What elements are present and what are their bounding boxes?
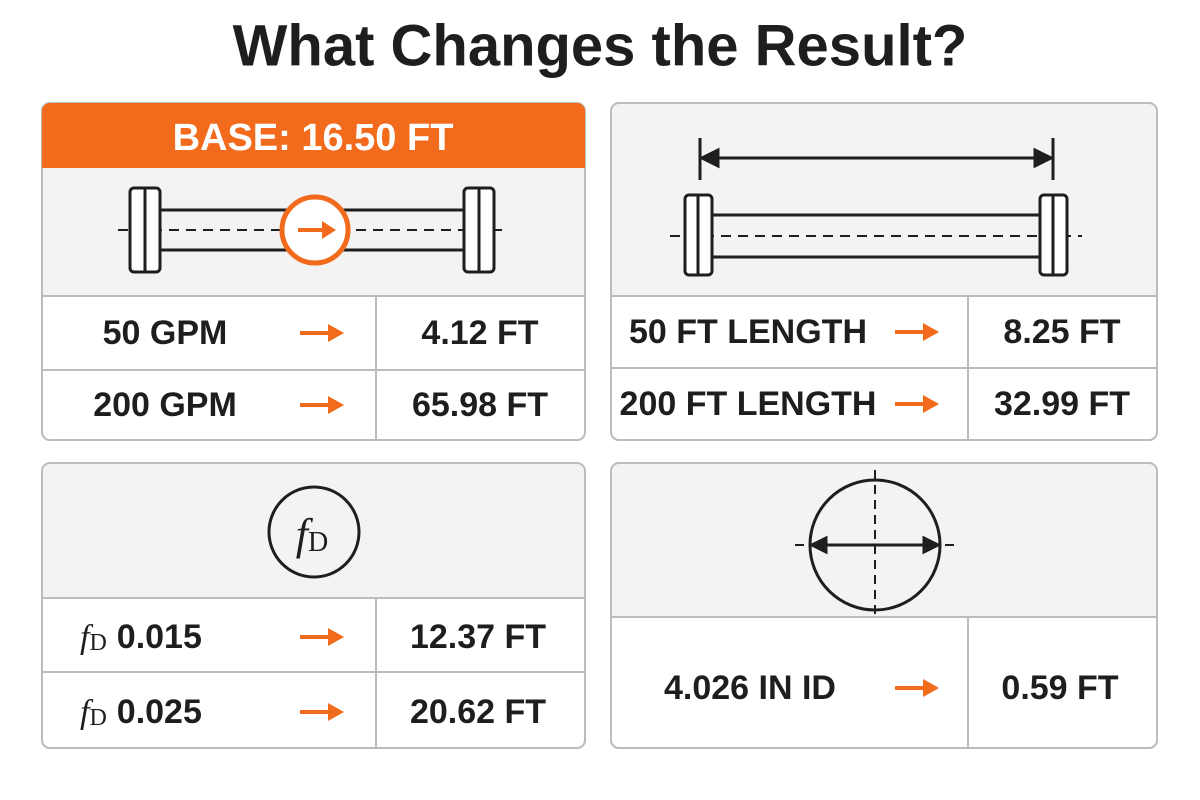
- arrow-head: [923, 323, 939, 341]
- row-result: 32.99 FT: [994, 385, 1130, 423]
- arrow-head: [328, 628, 344, 646]
- row-label: fD 0.025: [80, 693, 202, 731]
- row-label: 200 GPM: [93, 386, 237, 424]
- arrow: [300, 628, 344, 646]
- arrow-head: [328, 396, 344, 414]
- arrow: [895, 323, 939, 341]
- row-result: 0.59 FT: [1001, 669, 1118, 707]
- arrow-head: [923, 395, 939, 413]
- row-label: 50 GPM: [103, 314, 228, 352]
- row-result: 4.12 FT: [421, 314, 538, 352]
- row-label: 4.026 IN ID: [664, 669, 836, 707]
- subscript: D: [89, 630, 106, 656]
- row-result: 12.37 FT: [410, 618, 546, 656]
- row-value: 0.015: [117, 618, 202, 656]
- header-bar: [42, 103, 585, 168]
- arrow-head: [328, 324, 344, 342]
- row-result: 65.98 FT: [412, 386, 548, 424]
- diameter-icon: [795, 470, 955, 620]
- arrow: [300, 396, 344, 414]
- row-result: 20.62 FT: [410, 693, 546, 731]
- arrow: [300, 703, 344, 721]
- subscript: D: [89, 705, 106, 731]
- row-label: 50 FT LENGTH: [629, 313, 867, 351]
- arrow-head: [328, 703, 344, 721]
- table-lines: [42, 296, 1157, 748]
- friction-icon-circle: [267, 485, 361, 579]
- row-value: 0.025: [117, 693, 202, 731]
- arrow: [895, 679, 939, 697]
- arrow: [895, 395, 939, 413]
- subscript: D: [308, 527, 328, 558]
- arrow-head: [923, 679, 939, 697]
- pipe-length-icon: [670, 138, 1082, 277]
- arrow: [300, 324, 344, 342]
- title: What Changes the Result?: [233, 14, 968, 79]
- row-label: fD 0.015: [80, 618, 202, 656]
- header-text: BASE: 16.50 FT: [173, 117, 454, 159]
- row-result: 8.25 FT: [1003, 313, 1120, 351]
- pipe-flow-icon: [118, 186, 506, 274]
- row-label: 200 FT LENGTH: [620, 385, 877, 423]
